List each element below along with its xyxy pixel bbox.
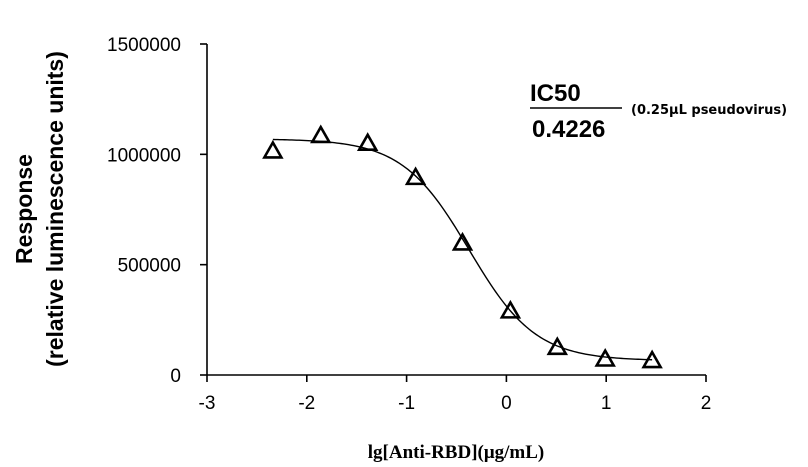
y-axis-label-line2: (relative luminescence units) (42, 51, 68, 367)
x-tick-label: 0 (501, 393, 512, 414)
y-ticks: 0 500000 1000000 1500000 (107, 35, 207, 387)
x-tick-label: 1 (601, 393, 612, 414)
data-point (356, 132, 379, 151)
data-point (641, 349, 663, 369)
x-tick-label: -2 (298, 393, 315, 414)
fit-curve (272, 138, 653, 361)
x-tick-label: -1 (398, 393, 415, 414)
data-points (262, 124, 663, 369)
y-tick-label: 1500000 (107, 35, 181, 56)
data-point (404, 166, 427, 186)
x-tick-label: 2 (701, 393, 712, 414)
data-point (546, 336, 569, 356)
ic50-title: IC50 (530, 80, 581, 107)
ic50-value: 0.4226 (532, 116, 605, 143)
data-point (499, 299, 522, 319)
y-axis-label-line1: Response (11, 154, 37, 264)
data-point (262, 139, 284, 159)
ic50-annotation: IC50 0.4226 (0.25μL pseudovirus) (530, 80, 787, 143)
data-point (451, 231, 474, 251)
y-tick-label: 1000000 (107, 145, 181, 166)
y-tick-label: 500000 (118, 256, 181, 277)
data-point (594, 347, 616, 367)
x-axis-label: lg[Anti-RBD](μg/mL) (368, 442, 544, 463)
y-tick-label: 0 (170, 366, 181, 387)
data-point (310, 124, 332, 144)
x-tick-label: -3 (199, 393, 216, 414)
x-ticks: -3 -2 -1 0 1 2 (199, 375, 712, 414)
ic50-note: (0.25μL pseudovirus) (631, 103, 787, 118)
